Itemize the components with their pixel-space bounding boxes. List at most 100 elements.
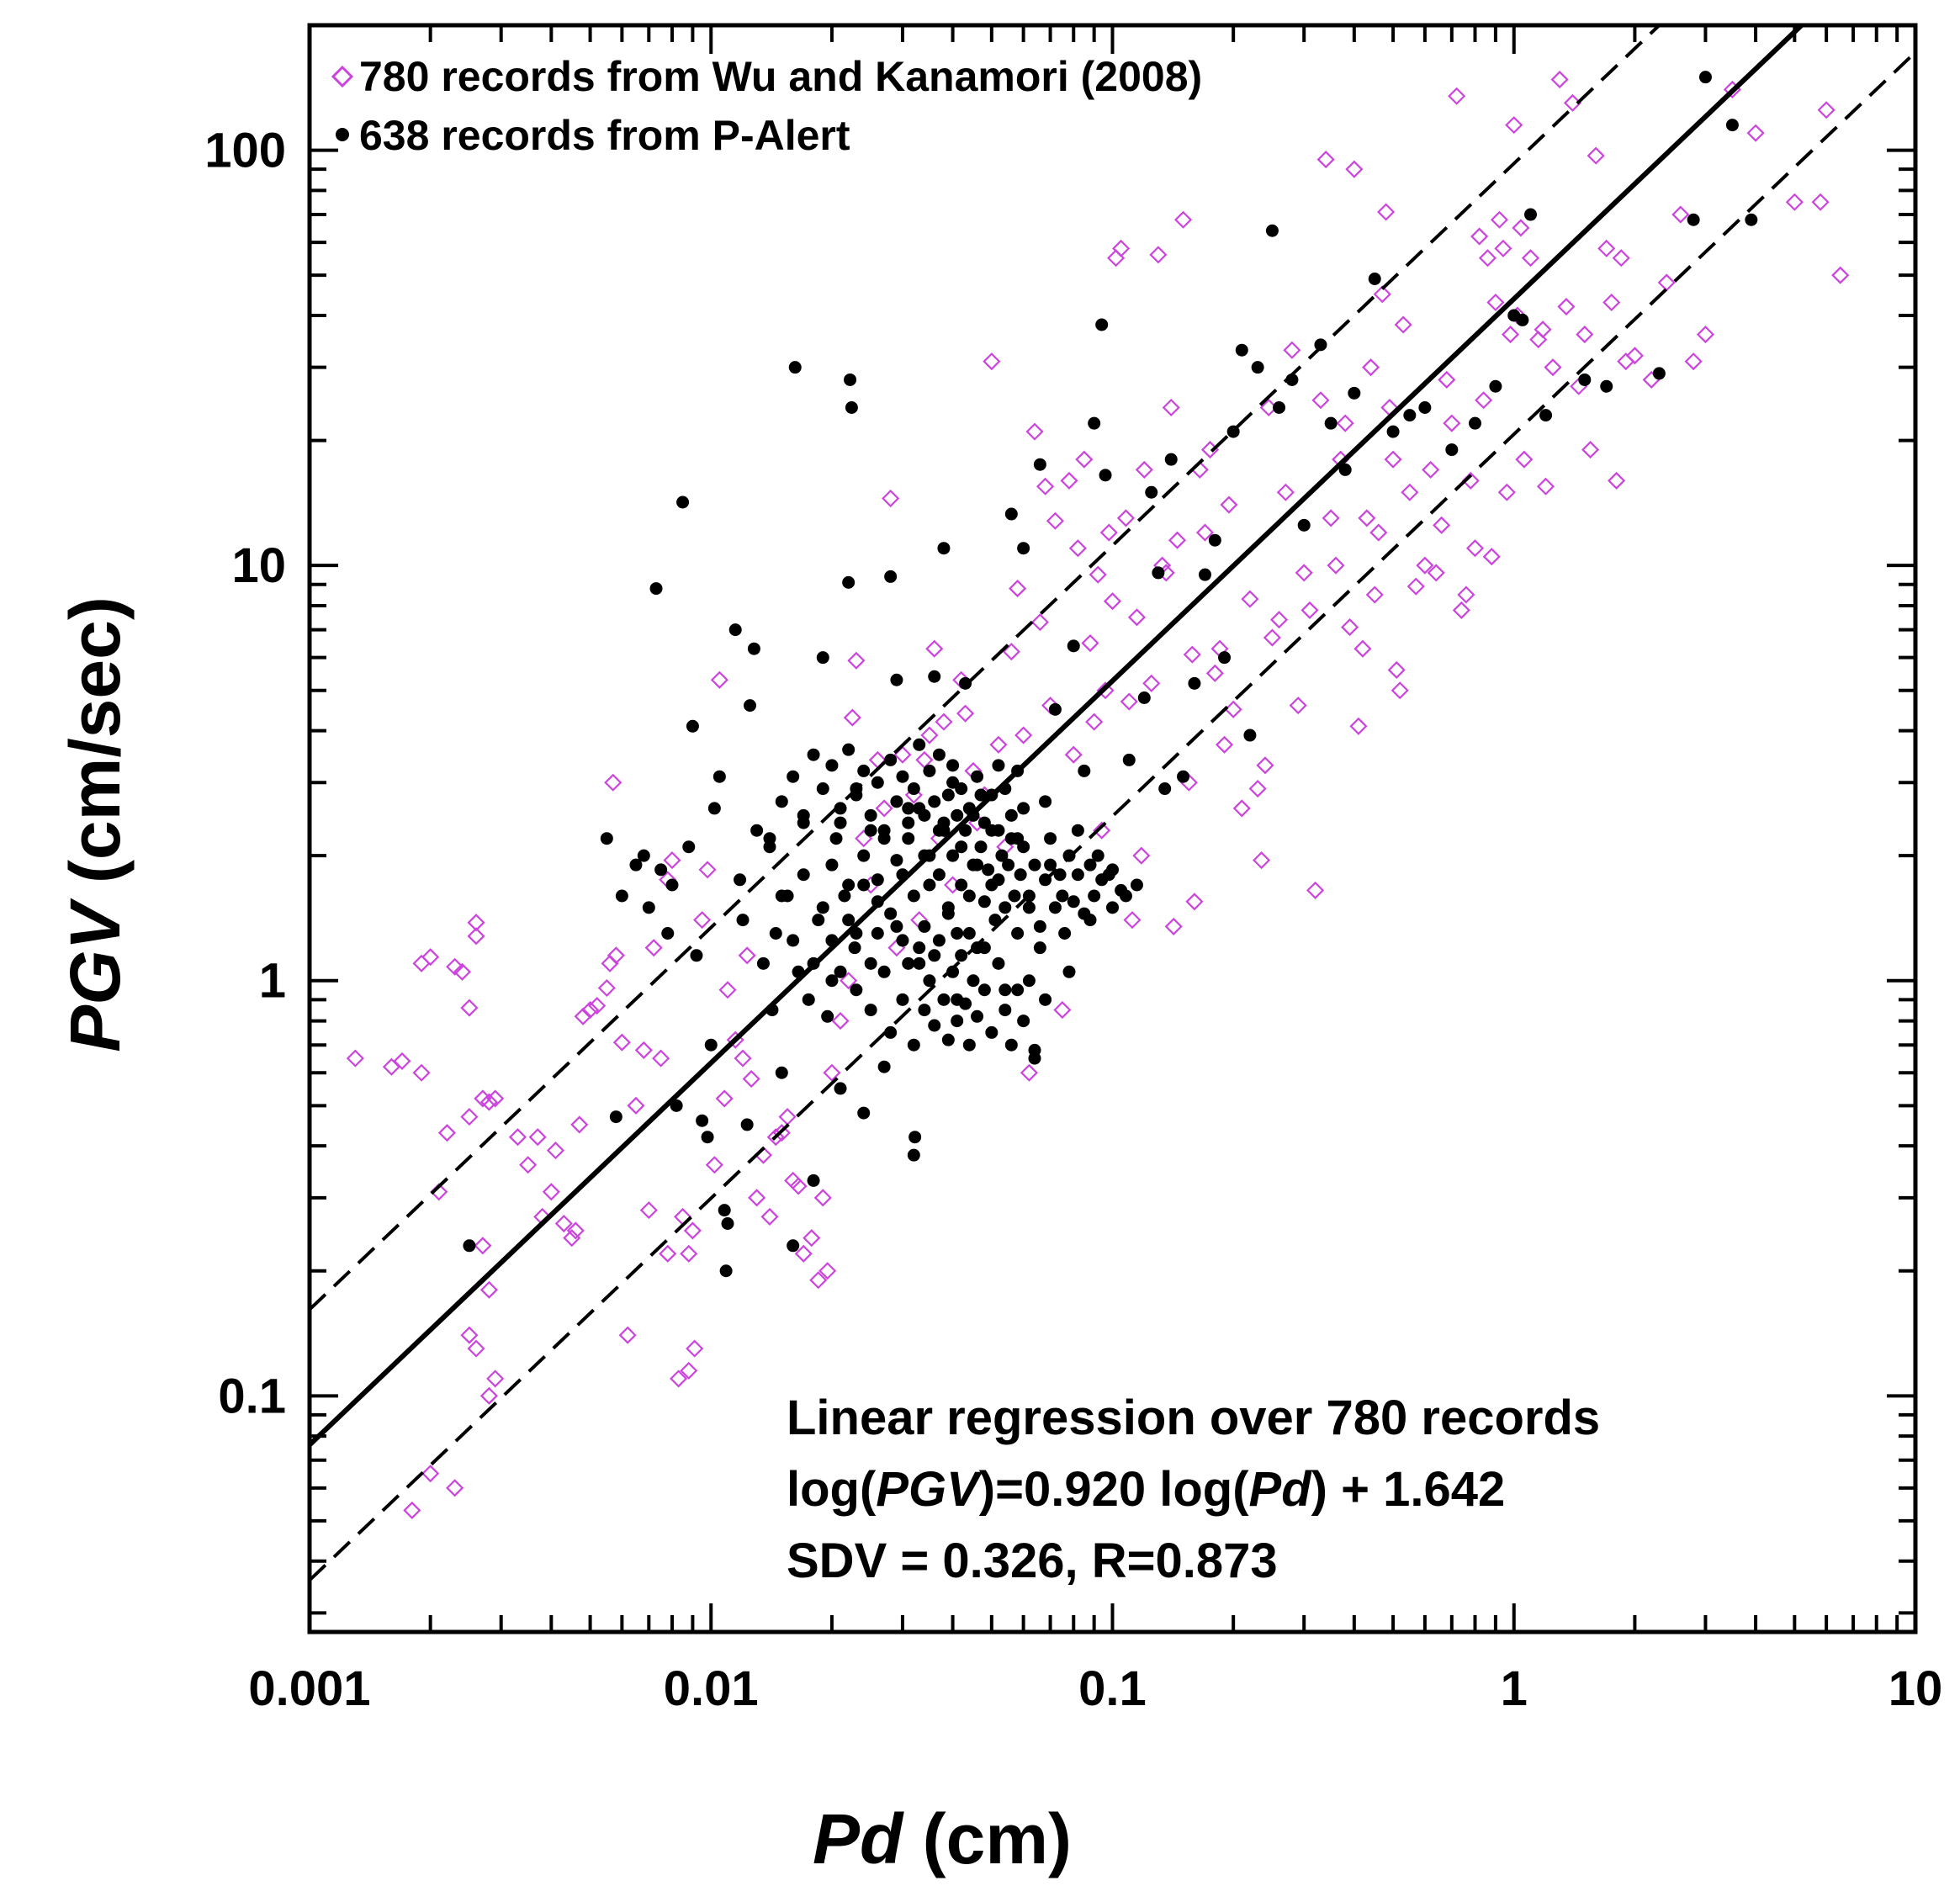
data-point-diamond (904, 786, 923, 804)
data-point-circle (1033, 941, 1046, 955)
data-point-circle (747, 642, 760, 655)
data-point-diamond (925, 639, 944, 658)
data-point-diamond (1617, 352, 1635, 371)
data-point-circle (1106, 901, 1119, 914)
x-axis-title-italic: Pd (813, 1799, 904, 1878)
data-point-diamond (607, 946, 625, 965)
data-point-circle (1745, 213, 1758, 226)
data-point-circle (1048, 901, 1062, 914)
legend-diamond-marker (331, 65, 354, 88)
annotation-line-3: SDV = 0.326, R=0.873 (787, 1534, 1278, 1588)
data-point-diamond (1557, 297, 1576, 316)
data-point-circle (1687, 213, 1700, 226)
data-point-diamond (486, 1370, 505, 1388)
data-point-diamond (1075, 450, 1094, 469)
data-point-circle (838, 889, 851, 903)
data-point-diamond (346, 1049, 364, 1068)
axis-tick-labels: 0.001 0.01 0.1 1 10 0.1 1 10 100 (204, 124, 1942, 1716)
data-point-diamond (803, 1229, 821, 1248)
data-point-circle (696, 1114, 709, 1127)
data-point-diamond (1505, 116, 1523, 135)
data-point-diamond (479, 1386, 498, 1405)
data-point-diamond (1373, 285, 1391, 304)
data-point-diamond (1416, 556, 1434, 575)
data-point-circle (877, 832, 891, 845)
data-point-circle (932, 934, 946, 947)
data-point-diamond (875, 799, 893, 818)
data-point-circle (1158, 782, 1172, 796)
data-point-diamond (403, 1501, 421, 1519)
data-point-diamond (1433, 516, 1451, 534)
data-point-circle (1468, 416, 1481, 430)
data-point-circle (816, 901, 829, 914)
data-point-circle (902, 956, 915, 970)
data-point-diamond (738, 946, 756, 965)
data-point-diamond (1353, 639, 1372, 658)
data-point-circle (955, 840, 968, 854)
data-point-circle (637, 849, 650, 862)
data-point-circle (834, 1082, 847, 1095)
data-point-circle (642, 901, 655, 914)
data-point-circle (842, 743, 856, 756)
data-point-circle (797, 868, 810, 882)
data-point-circle (1600, 379, 1613, 393)
data-point-diamond (1311, 391, 1330, 410)
data-point-circle (812, 914, 825, 927)
data-point-circle (890, 795, 903, 808)
data-point-circle (890, 854, 903, 867)
data-point-diamond (1550, 70, 1569, 89)
data-point-circle (1095, 318, 1109, 331)
data-point-diamond (1289, 697, 1307, 715)
data-point-diamond (847, 651, 866, 670)
data-point-circle (1017, 840, 1030, 854)
data-point-diamond (1248, 779, 1267, 798)
data-point-circle (955, 878, 968, 892)
data-point-diamond (843, 708, 861, 727)
data-point-circle (1033, 458, 1046, 471)
data-point-circle (937, 542, 951, 555)
data-point-diamond (1132, 846, 1151, 865)
data-point-circle (670, 1099, 683, 1112)
data-point-circle (928, 949, 941, 962)
data-point-circle (1022, 974, 1036, 988)
data-point-circle (816, 651, 829, 665)
data-point-circle (661, 927, 675, 940)
data-point-circle (842, 878, 856, 892)
data-point-circle (923, 878, 936, 892)
data-point-circle (609, 1110, 622, 1124)
data-point-diamond (1224, 700, 1242, 718)
data-point-circle (992, 759, 1005, 772)
data-point-circle (1338, 463, 1352, 476)
data-point-circle (1083, 858, 1097, 872)
annotation-eq-pgv: PGV (876, 1462, 983, 1517)
data-point-diamond (693, 911, 712, 930)
data-point-diamond (1831, 266, 1850, 284)
data-point-diamond (1064, 745, 1083, 764)
data-point-circle (788, 361, 802, 374)
data-point-diamond (823, 1063, 841, 1082)
data-point-diamond (1036, 477, 1055, 495)
regression-line (310, 25, 1805, 1447)
data-point-diamond (639, 1201, 658, 1220)
data-point-diamond (1369, 523, 1388, 542)
data-point-circle (907, 782, 920, 796)
y-axis-title-unit: (cm/sec) (56, 596, 135, 903)
data-point-diamond (1096, 681, 1115, 700)
upper-sdv-line (310, 25, 1662, 1311)
data-point-circle (1095, 873, 1109, 887)
legend: 780 records from Wu and Kanamori (2008) … (331, 53, 1202, 159)
data-point-circle (913, 738, 926, 751)
data-point-diamond (412, 954, 431, 972)
data-point-diamond (588, 997, 607, 1015)
data-point-diamond (818, 1262, 837, 1280)
data-point-diamond (1060, 471, 1078, 490)
data-point-diamond (659, 1244, 677, 1263)
data-point-diamond (460, 999, 479, 1017)
data-point-diamond (935, 713, 953, 731)
data-point-diamond (1602, 293, 1621, 312)
data-point-circle (763, 832, 776, 845)
data-point-diamond (1563, 93, 1582, 112)
data-point-diamond (1443, 414, 1461, 432)
data-point-diamond (479, 1093, 498, 1111)
data-point-circle (842, 575, 856, 589)
